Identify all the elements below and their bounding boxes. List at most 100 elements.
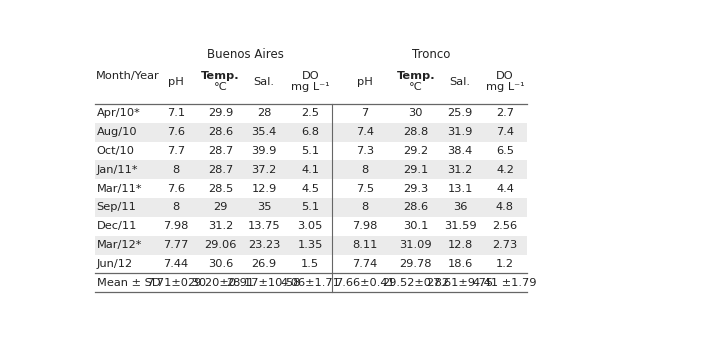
Text: 2.7: 2.7 bbox=[496, 109, 514, 118]
Text: Temp.: Temp. bbox=[201, 71, 240, 81]
Text: 29.2: 29.2 bbox=[403, 146, 428, 156]
Text: 8: 8 bbox=[361, 165, 369, 175]
Text: 39.9: 39.9 bbox=[251, 146, 277, 156]
Text: mg L⁻¹: mg L⁻¹ bbox=[485, 82, 524, 92]
Text: 26.9: 26.9 bbox=[252, 259, 277, 269]
Text: Mar/12*: Mar/12* bbox=[97, 240, 142, 250]
Text: 1.2: 1.2 bbox=[496, 259, 514, 269]
Text: 4.2: 4.2 bbox=[496, 165, 514, 175]
Text: 2.56: 2.56 bbox=[493, 221, 518, 231]
Text: 7.66±0.41: 7.66±0.41 bbox=[335, 278, 395, 288]
Text: 38.4: 38.4 bbox=[448, 146, 473, 156]
Text: 4.8: 4.8 bbox=[496, 203, 514, 213]
Text: Mar/11*: Mar/11* bbox=[97, 184, 142, 194]
Bar bbox=[95, 142, 527, 160]
Text: 36: 36 bbox=[453, 203, 468, 213]
Text: 1.5: 1.5 bbox=[301, 259, 320, 269]
Text: 28: 28 bbox=[257, 109, 271, 118]
Text: 7.98: 7.98 bbox=[352, 221, 378, 231]
Text: 29.3: 29.3 bbox=[403, 184, 428, 194]
Text: °C: °C bbox=[214, 82, 227, 92]
Text: Oct/10: Oct/10 bbox=[97, 146, 134, 156]
Bar bbox=[95, 160, 527, 179]
Text: 28.6: 28.6 bbox=[208, 127, 233, 137]
Text: 30.6: 30.6 bbox=[208, 259, 233, 269]
Text: DO: DO bbox=[496, 71, 514, 81]
Text: DO: DO bbox=[302, 71, 319, 81]
Text: 13.1: 13.1 bbox=[448, 184, 473, 194]
Text: 31.59: 31.59 bbox=[444, 221, 476, 231]
Text: Jan/11*: Jan/11* bbox=[97, 165, 138, 175]
Text: 12.9: 12.9 bbox=[251, 184, 277, 194]
Text: 28.8: 28.8 bbox=[403, 127, 428, 137]
Text: 12.8: 12.8 bbox=[448, 240, 473, 250]
Bar bbox=[95, 104, 527, 123]
Text: 1.35: 1.35 bbox=[297, 240, 323, 250]
Text: Apr/10*: Apr/10* bbox=[97, 109, 140, 118]
Text: 35.4: 35.4 bbox=[251, 127, 277, 137]
Text: Dec/11: Dec/11 bbox=[97, 221, 137, 231]
Text: 4.1: 4.1 bbox=[301, 165, 319, 175]
Text: 7.6: 7.6 bbox=[167, 184, 185, 194]
Text: 29.20±0.91: 29.20±0.91 bbox=[187, 278, 254, 288]
Text: 3.05: 3.05 bbox=[297, 221, 323, 231]
Text: 7.3: 7.3 bbox=[356, 146, 374, 156]
Text: 4.4: 4.4 bbox=[496, 184, 514, 194]
Text: 7.6: 7.6 bbox=[167, 127, 185, 137]
Text: Month/Year: Month/Year bbox=[96, 71, 159, 81]
Text: 7.77: 7.77 bbox=[164, 240, 189, 250]
Text: Jun/12: Jun/12 bbox=[97, 259, 133, 269]
Bar bbox=[95, 236, 527, 254]
Text: Mean ± SD: Mean ± SD bbox=[97, 278, 160, 288]
Text: mg L⁻¹: mg L⁻¹ bbox=[291, 82, 330, 92]
Text: 35: 35 bbox=[257, 203, 271, 213]
Text: 2.73: 2.73 bbox=[493, 240, 518, 250]
Bar bbox=[95, 123, 527, 142]
Text: 7: 7 bbox=[361, 109, 369, 118]
Text: 29.1: 29.1 bbox=[403, 165, 428, 175]
Text: 13.75: 13.75 bbox=[247, 221, 280, 231]
Text: 28.6: 28.6 bbox=[403, 203, 428, 213]
Text: Sep/11: Sep/11 bbox=[97, 203, 137, 213]
Text: 8: 8 bbox=[361, 203, 369, 213]
Text: 7.98: 7.98 bbox=[164, 221, 189, 231]
Text: 2.5: 2.5 bbox=[301, 109, 319, 118]
Text: 5.1: 5.1 bbox=[301, 203, 320, 213]
Text: 31.9: 31.9 bbox=[448, 127, 473, 137]
Bar bbox=[95, 217, 527, 236]
Text: 37.2: 37.2 bbox=[251, 165, 277, 175]
Text: 31.2: 31.2 bbox=[448, 165, 473, 175]
Text: 8: 8 bbox=[172, 165, 179, 175]
Text: 8: 8 bbox=[172, 203, 179, 213]
Text: pH: pH bbox=[168, 77, 184, 87]
Text: 7.5: 7.5 bbox=[356, 184, 374, 194]
Text: 29.78: 29.78 bbox=[400, 259, 432, 269]
Text: 28.17±10.58: 28.17±10.58 bbox=[227, 278, 301, 288]
Text: 27.61±9.75: 27.61±9.75 bbox=[427, 278, 493, 288]
Text: Aug/10: Aug/10 bbox=[97, 127, 137, 137]
Text: Sal.: Sal. bbox=[253, 77, 275, 87]
Text: 5.1: 5.1 bbox=[301, 146, 320, 156]
Text: 30: 30 bbox=[408, 109, 423, 118]
Text: 30.1: 30.1 bbox=[403, 221, 428, 231]
Text: 7.71±0.30: 7.71±0.30 bbox=[146, 278, 206, 288]
Text: 7.44: 7.44 bbox=[164, 259, 189, 269]
Text: 31.2: 31.2 bbox=[208, 221, 233, 231]
Text: 31.09: 31.09 bbox=[400, 240, 432, 250]
Text: 8.11: 8.11 bbox=[352, 240, 378, 250]
Text: 29.06: 29.06 bbox=[204, 240, 237, 250]
Text: 28.7: 28.7 bbox=[208, 146, 233, 156]
Bar bbox=[95, 198, 527, 217]
Text: Tronco: Tronco bbox=[413, 48, 450, 61]
Text: 7.4: 7.4 bbox=[356, 127, 374, 137]
Text: 7.7: 7.7 bbox=[167, 146, 185, 156]
Text: 18.6: 18.6 bbox=[448, 259, 473, 269]
Text: 29: 29 bbox=[213, 203, 227, 213]
Text: 28.5: 28.5 bbox=[208, 184, 233, 194]
Text: 4.5: 4.5 bbox=[301, 184, 319, 194]
Text: 25.9: 25.9 bbox=[448, 109, 473, 118]
Text: 29.52±0.82: 29.52±0.82 bbox=[383, 278, 449, 288]
Bar bbox=[95, 179, 527, 198]
Text: 7.74: 7.74 bbox=[352, 259, 378, 269]
Text: 28.7: 28.7 bbox=[208, 165, 233, 175]
